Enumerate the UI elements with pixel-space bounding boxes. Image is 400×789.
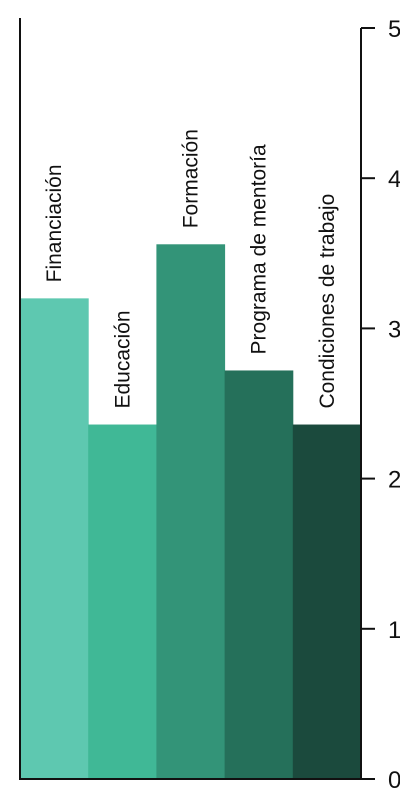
bar (20, 298, 89, 779)
y-tick-label: 4 (388, 166, 400, 193)
bar-label: Financiación (43, 164, 66, 282)
axis-layer (19, 18, 362, 780)
bar-label: Condiciones de trabajo (316, 194, 339, 409)
y-tick-label: 0 (388, 767, 400, 789)
bar-label: Formación (180, 129, 203, 228)
y-tick-label: 2 (388, 467, 400, 494)
bar-label: Programa de mentoría (248, 144, 271, 354)
bar (156, 244, 226, 780)
y-tick-label: 5 (388, 16, 400, 43)
bar-label: Educación (111, 310, 134, 408)
y-ticks-layer: 0 1 2 3 4 5 (361, 16, 400, 789)
bar (88, 424, 157, 779)
y-tick-label: 1 (388, 617, 400, 644)
y-tick-label: 3 (388, 316, 400, 343)
bars-layer (20, 244, 362, 780)
bar-labels-layer: Financiación Educación Formación Programa d… (43, 129, 339, 408)
bar (292, 424, 362, 779)
bar (224, 370, 294, 779)
